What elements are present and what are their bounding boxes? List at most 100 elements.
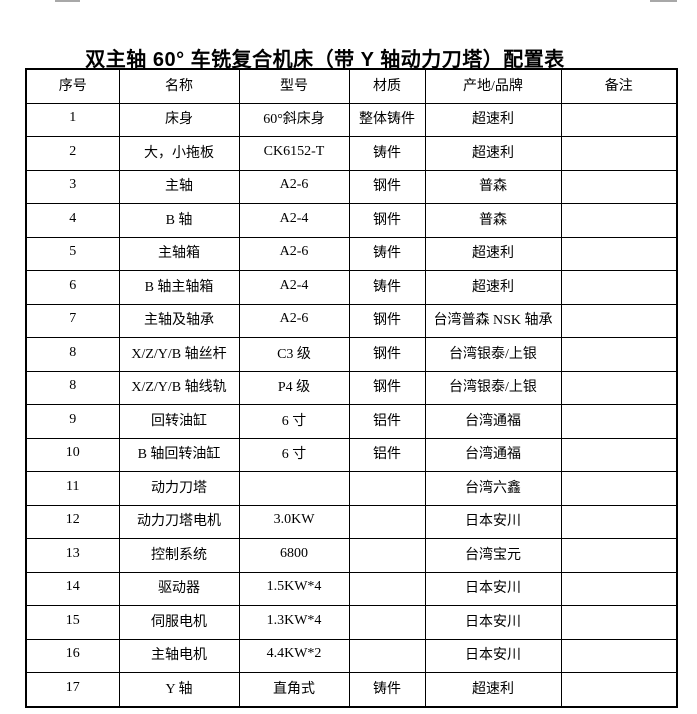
- table-cell: 13: [25, 538, 120, 573]
- table-cell: 台湾通福: [424, 404, 562, 439]
- table-cell: 60°斜床身: [238, 102, 350, 137]
- table-cell: 12: [25, 504, 120, 539]
- table-cell: 超速利: [424, 672, 562, 707]
- table-cell: 8: [25, 337, 120, 372]
- table-cell: 日本安川: [424, 571, 562, 606]
- table-cell: [560, 203, 678, 238]
- table-cell: Y 轴: [118, 672, 240, 707]
- table-cell: 台湾宝元: [424, 538, 562, 573]
- table-cell: [348, 571, 426, 606]
- table-row: 1 床身 60°斜床身 整体铸件 超速利: [25, 102, 678, 137]
- table-cell: 9: [25, 404, 120, 439]
- table-cell: A2-6: [238, 169, 350, 204]
- table-cell: 日本安川: [424, 638, 562, 673]
- table-cell: X/Z/Y/B 轴丝杆: [118, 337, 240, 372]
- table-cell: [560, 102, 678, 137]
- table-cell: 钢件: [348, 303, 426, 338]
- table-cell: 普森: [424, 169, 562, 204]
- table-cell: [560, 169, 678, 204]
- table-cell: [560, 270, 678, 305]
- table-row: 13 控制系统 6800 台湾宝元: [25, 538, 678, 573]
- table-cell: 钢件: [348, 203, 426, 238]
- table-cell: [560, 337, 678, 372]
- table-cell: 动力刀塔: [118, 471, 240, 506]
- table-cell: 钢件: [348, 169, 426, 204]
- table-header-row: 序号 名称 型号 材质 产地/品牌 备注: [25, 68, 678, 104]
- table-cell: [560, 672, 678, 707]
- table-cell: 16: [25, 638, 120, 673]
- table-row: 17 Y 轴直角式 铸件 超速利: [25, 672, 678, 707]
- table-cell: [560, 538, 678, 573]
- table-cell: CK6152-T: [238, 136, 350, 171]
- table-cell: 日本安川: [424, 504, 562, 539]
- table-cell: [238, 471, 350, 506]
- table-cell: [560, 437, 678, 472]
- table-cell: 直角式: [238, 672, 350, 707]
- table-cell: 3.0KW: [238, 504, 350, 539]
- table-cell: 1.3KW*4: [238, 605, 350, 640]
- table-cell: [560, 370, 678, 405]
- table-cell: 铸件: [348, 672, 426, 707]
- table-cell: 动力刀塔电机: [118, 504, 240, 539]
- table-cell: 7: [25, 303, 120, 338]
- header-cell: 序号: [25, 68, 120, 104]
- table-cell: 台湾六鑫: [424, 471, 562, 506]
- top-edge-mark-right: [650, 0, 677, 2]
- table-cell: 4: [25, 203, 120, 238]
- table-cell: 6800: [238, 538, 350, 573]
- header-cell: 备注: [560, 68, 678, 104]
- table-cell: A2-4: [238, 270, 350, 305]
- table-cell: 控制系统: [118, 538, 240, 573]
- table-row: 11 动力刀塔 台湾六鑫: [25, 471, 678, 506]
- table-cell: [348, 504, 426, 539]
- table-cell: 超速利: [424, 136, 562, 171]
- table-cell: 铸件: [348, 136, 426, 171]
- table-cell: 床身: [118, 102, 240, 137]
- table-cell: [348, 538, 426, 573]
- header-cell: 名称: [118, 68, 240, 104]
- table-cell: 超速利: [424, 236, 562, 271]
- table-cell: [560, 471, 678, 506]
- table-cell: 超速利: [424, 270, 562, 305]
- table-row: 14 驱动器 1.5KW*4 日本安川: [25, 571, 678, 606]
- table-cell: 17: [25, 672, 120, 707]
- table-cell: 10: [25, 437, 120, 472]
- table-cell: P4 级: [238, 370, 350, 405]
- table-cell: 1: [25, 102, 120, 137]
- table-cell: [348, 471, 426, 506]
- table-cell: 台湾银泰/上银: [424, 337, 562, 372]
- table-cell: A2-4: [238, 203, 350, 238]
- top-edge-mark-left: [55, 0, 80, 2]
- table-cell: 4.4KW*2: [238, 638, 350, 673]
- table-cell: B 轴回转油缸: [118, 437, 240, 472]
- table-row: 8 X/Z/Y/B 轴线轨 P4 级钢件 台湾银泰/上银: [25, 370, 678, 405]
- table-cell: 钢件: [348, 337, 426, 372]
- table-row: 9 回转油缸 6 寸铝件 台湾通福: [25, 404, 678, 439]
- table-cell: 大，小拖板: [118, 136, 240, 171]
- table-cell: 铸件: [348, 270, 426, 305]
- config-table: 序号 名称 型号 材质 产地/品牌 备注 1 床身 60°斜床身 整体铸件 超速利 2 大，小拖板 CK…: [25, 68, 678, 708]
- table-cell: 超速利: [424, 102, 562, 137]
- table-row: 12 动力刀塔电机 3.0KW 日本安川: [25, 504, 678, 539]
- table-cell: 整体铸件: [348, 102, 426, 137]
- table-cell: [348, 638, 426, 673]
- table-cell: 铝件: [348, 404, 426, 439]
- table-cell: 5: [25, 236, 120, 271]
- table-cell: 8: [25, 370, 120, 405]
- table-cell: [560, 303, 678, 338]
- table-cell: [560, 605, 678, 640]
- table-cell: 6 寸: [238, 404, 350, 439]
- table-cell: 主轴电机: [118, 638, 240, 673]
- table-cell: 主轴及轴承: [118, 303, 240, 338]
- table-cell: X/Z/Y/B 轴线轨: [118, 370, 240, 405]
- header-cell: 产地/品牌: [424, 68, 562, 104]
- table-cell: [560, 136, 678, 171]
- table-cell: 普森: [424, 203, 562, 238]
- header-cell: 型号: [238, 68, 350, 104]
- table-cell: [348, 605, 426, 640]
- table-cell: 铝件: [348, 437, 426, 472]
- table-cell: [560, 638, 678, 673]
- table-cell: 台湾通福: [424, 437, 562, 472]
